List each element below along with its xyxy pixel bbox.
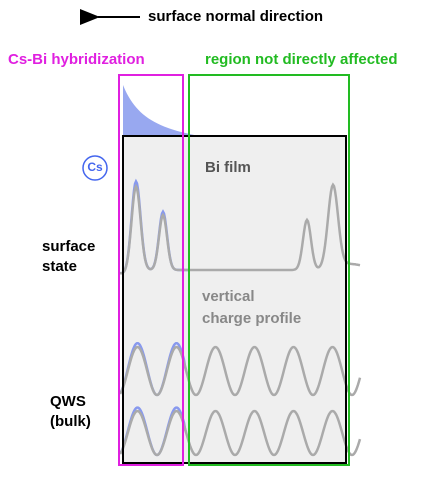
qws-label: (bulk) bbox=[50, 413, 91, 430]
right-region-label: region not directly affected bbox=[205, 51, 398, 68]
diagram: surface normal direction Cs-Bi hybridiza… bbox=[0, 0, 446, 483]
film-label: Bi film bbox=[205, 159, 251, 176]
cs-label: Cs bbox=[87, 160, 103, 174]
profile-label: charge profile bbox=[202, 310, 301, 327]
left-region-label: Cs-Bi hybridization bbox=[8, 51, 145, 68]
profile-label: vertical bbox=[202, 288, 255, 305]
qws-label: QWS bbox=[50, 393, 86, 410]
surface-state-label: surface bbox=[42, 238, 95, 255]
arrow-label: surface normal direction bbox=[148, 8, 323, 25]
surface-state-label: state bbox=[42, 258, 77, 275]
